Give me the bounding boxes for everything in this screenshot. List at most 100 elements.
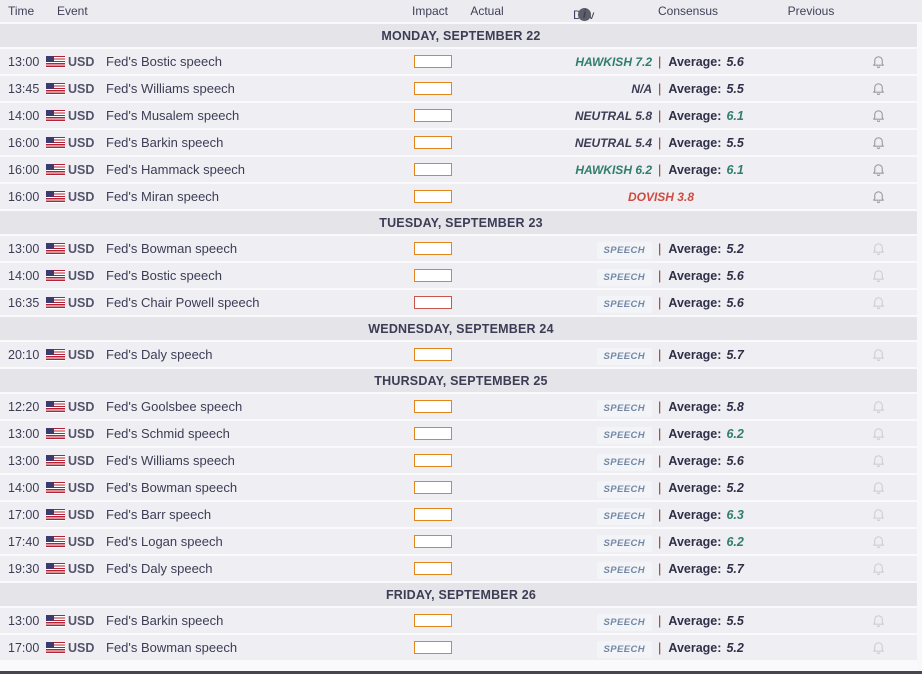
us-flag-icon bbox=[46, 136, 65, 149]
event-row[interactable]: 14:00 USD Fed's Bostic speech SPEECH | A… bbox=[0, 263, 922, 288]
event-row[interactable]: 16:00 USD Fed's Barkin speech NEUTRAL 5.… bbox=[0, 130, 922, 155]
impact-cell bbox=[408, 296, 458, 309]
event-row[interactable]: 16:35 USD Fed's Chair Powell speech SPEE… bbox=[0, 290, 922, 315]
impact-bar bbox=[414, 427, 452, 440]
bell-cell bbox=[858, 108, 898, 123]
bell-icon[interactable] bbox=[871, 81, 886, 96]
us-flag-icon bbox=[46, 535, 65, 548]
impact-cell bbox=[408, 427, 458, 440]
event-title: Fed's Bowman speech bbox=[106, 241, 238, 256]
event-title: Fed's Chair Powell speech bbox=[106, 295, 260, 310]
bell-icon[interactable] bbox=[871, 480, 886, 495]
average-label: Average: bbox=[668, 534, 722, 549]
dev-consensus-zone: SPEECH | Average: 5.2 bbox=[458, 479, 770, 498]
bell-cell bbox=[858, 189, 898, 204]
event-row[interactable]: 13:00 USD Fed's Williams speech SPEECH |… bbox=[0, 448, 922, 473]
event-row[interactable]: 13:00 USD Fed's Bostic speech HAWKISH 7.… bbox=[0, 49, 922, 74]
currency-label: USD bbox=[68, 613, 95, 628]
event-row[interactable]: 13:45 USD Fed's Williams speech N/A | Av… bbox=[0, 76, 922, 101]
impact-cell bbox=[408, 242, 458, 255]
dev-consensus-zone: SPEECH | Average: 5.7 bbox=[458, 346, 770, 365]
currency-label: USD bbox=[68, 295, 95, 310]
impact-cell bbox=[408, 481, 458, 494]
bell-icon[interactable] bbox=[871, 453, 886, 468]
bell-icon[interactable] bbox=[871, 534, 886, 549]
bell-icon[interactable] bbox=[871, 189, 886, 204]
bell-cell bbox=[858, 295, 898, 310]
event-row[interactable]: 14:00 USD Fed's Musalem speech NEUTRAL 5… bbox=[0, 103, 922, 128]
average-cell: | Average: 5.7 bbox=[658, 347, 770, 362]
event-row[interactable]: 13:00 USD Fed's Bowman speech SPEECH | A… bbox=[0, 236, 922, 261]
separator: | bbox=[658, 507, 662, 522]
event-title: Fed's Williams speech bbox=[106, 453, 235, 468]
average-label: Average: bbox=[668, 480, 722, 495]
average-cell: | Average: 5.5 bbox=[658, 613, 770, 628]
separator: | bbox=[658, 347, 662, 362]
event-title: Fed's Bostic speech bbox=[106, 268, 222, 283]
impact-bar bbox=[414, 136, 452, 149]
event-row[interactable]: 12:20 USD Fed's Goolsbee speech SPEECH |… bbox=[0, 394, 922, 419]
dev-value: SPEECH bbox=[596, 399, 652, 417]
event-title: Fed's Daly speech bbox=[106, 347, 213, 362]
impact-bar bbox=[414, 296, 452, 309]
bell-icon[interactable] bbox=[871, 162, 886, 177]
event-row[interactable]: 17:00 USD Fed's Barr speech SPEECH | Ave… bbox=[0, 502, 922, 527]
event-title: Fed's Barkin speech bbox=[106, 613, 224, 628]
dev-consensus-zone: SPEECH | Average: 5.2 bbox=[458, 240, 770, 259]
event-row[interactable]: 16:00 USD Fed's Hammack speech HAWKISH 6… bbox=[0, 157, 922, 182]
us-flag-icon bbox=[46, 109, 65, 122]
average-value: 5.7 bbox=[726, 561, 744, 576]
bell-icon[interactable] bbox=[871, 507, 886, 522]
dev-cell: DOVISH 3.8 bbox=[500, 188, 700, 206]
dev-value: DOVISH 3.8 bbox=[627, 189, 694, 204]
flag-cell bbox=[46, 190, 68, 203]
bell-cell bbox=[858, 507, 898, 522]
bell-icon[interactable] bbox=[871, 640, 886, 655]
dev-cell: SPEECH bbox=[458, 425, 658, 444]
event-row[interactable]: 13:00 USD Fed's Barkin speech SPEECH | A… bbox=[0, 608, 922, 633]
event-row[interactable]: 19:30 USD Fed's Daly speech SPEECH | Ave… bbox=[0, 556, 922, 581]
bell-icon[interactable] bbox=[871, 399, 886, 414]
dev-consensus-zone: SPEECH | Average: 5.6 bbox=[458, 267, 770, 286]
event-title: Fed's Goolsbee speech bbox=[106, 399, 243, 414]
bell-icon[interactable] bbox=[871, 108, 886, 123]
bell-icon[interactable] bbox=[871, 295, 886, 310]
event-row[interactable]: 13:00 USD Fed's Schmid speech SPEECH | A… bbox=[0, 421, 922, 446]
day-header-label: FRIDAY, SEPTEMBER 26 bbox=[385, 587, 537, 602]
dev-cell: HAWKISH 6.2 bbox=[458, 161, 658, 179]
bell-icon[interactable] bbox=[871, 268, 886, 283]
column-header-actual: Actual bbox=[470, 4, 504, 18]
event-row[interactable]: 17:00 USD Fed's Bowman speech SPEECH | A… bbox=[0, 635, 922, 660]
event-row[interactable]: 20:10 USD Fed's Daly speech SPEECH | Ave… bbox=[0, 342, 922, 367]
event-time: 12:20 bbox=[8, 399, 40, 414]
average-cell: | Average: 5.6 bbox=[658, 268, 770, 283]
separator: | bbox=[658, 453, 662, 468]
average-value: 5.2 bbox=[726, 241, 744, 256]
bell-icon[interactable] bbox=[871, 54, 886, 69]
impact-bar bbox=[414, 55, 452, 68]
average-value: 5.6 bbox=[726, 54, 744, 69]
dev-value: SPEECH bbox=[596, 453, 652, 471]
impact-bar bbox=[414, 400, 452, 413]
event-time: 16:00 bbox=[8, 189, 40, 204]
average-label: Average: bbox=[668, 613, 722, 628]
bell-cell bbox=[858, 268, 898, 283]
info-icon[interactable]: i bbox=[578, 8, 591, 21]
bell-icon[interactable] bbox=[871, 135, 886, 150]
bell-icon[interactable] bbox=[871, 347, 886, 362]
bell-icon[interactable] bbox=[871, 613, 886, 628]
scrollbar-track[interactable] bbox=[917, 24, 922, 671]
dev-consensus-zone: N/A | Average: 5.5 bbox=[458, 80, 770, 98]
bell-icon[interactable] bbox=[871, 426, 886, 441]
event-row[interactable]: 16:00 USD Fed's Miran speech DOVISH 3.8 bbox=[0, 184, 922, 209]
bell-icon[interactable] bbox=[871, 561, 886, 576]
event-row[interactable]: 14:00 USD Fed's Bowman speech SPEECH | A… bbox=[0, 475, 922, 500]
flag-cell bbox=[46, 242, 68, 255]
average-cell: | Average: 5.5 bbox=[658, 135, 770, 150]
event-time: 20:10 bbox=[8, 347, 40, 362]
bell-icon[interactable] bbox=[871, 241, 886, 256]
event-row[interactable]: 17:40 USD Fed's Logan speech SPEECH | Av… bbox=[0, 529, 922, 554]
average-cell: | Average: 5.2 bbox=[658, 480, 770, 495]
bell-cell bbox=[858, 561, 898, 576]
dev-consensus-zone: SPEECH | Average: 5.5 bbox=[458, 612, 770, 631]
